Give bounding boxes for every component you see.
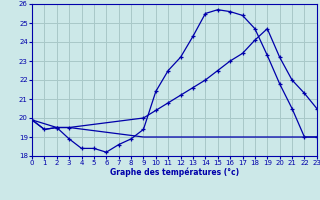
X-axis label: Graphe des températures (°c): Graphe des températures (°c) — [110, 168, 239, 177]
